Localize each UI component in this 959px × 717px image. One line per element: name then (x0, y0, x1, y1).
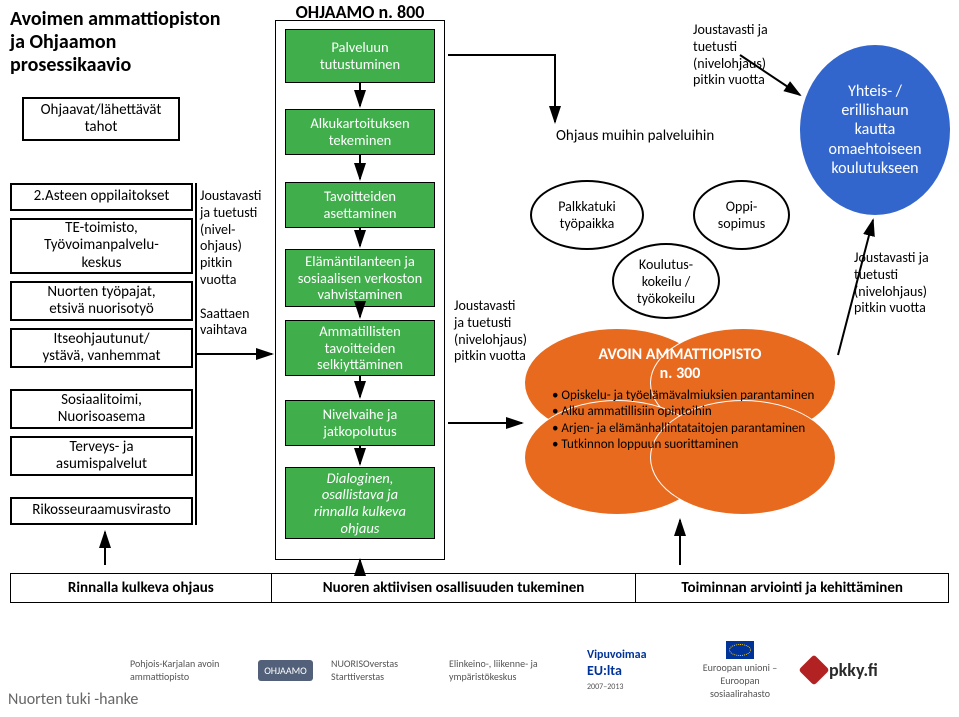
left-box-1: TE-toimisto, Työvoimanpalvelu- keskus (10, 218, 193, 274)
oval-yhteishaku: Yhteis- / erillishaun kautta omaehtoisee… (800, 45, 950, 215)
green-box-0: Palveluun tutustuminen (285, 29, 435, 83)
footer-logos: Pohjois-Karjalan avoin ammattiopisto OHJ… (130, 640, 950, 700)
logo-4: VipuvoimaaEU:lta2007–2013 (587, 648, 677, 692)
left-box-5: Terveys- ja asumispalvelut (10, 436, 193, 476)
logo-3: Elinkeino-, liikenne- ja ympäristökeskus (449, 657, 569, 683)
title-l3: prosessikaavio (10, 53, 131, 77)
left-box-4: Sosiaalitoimi, Nuorisoasema (10, 389, 193, 429)
left-box-3: Itseohjautunut/ ystävä, vanhemmat (10, 328, 193, 368)
footer-seg-1: Nuoren aktiivisen osallisuuden tukeminen (272, 574, 637, 602)
logo-5: Euroopan unioni – Euroopan sosiaalirahas… (695, 641, 785, 700)
left-header-l2: tahot (85, 119, 118, 136)
left-header-l1: Ohjaavat/lähettävät (41, 102, 162, 119)
logo-1: OHJAAMO (258, 660, 313, 681)
left-box-0: 2.Asteen oppilaitokset (10, 183, 193, 211)
logo-6: pkky.fi (803, 659, 893, 681)
logo-2: NUORISOverstas Starttiverstas (331, 657, 431, 683)
left-box-2: Nuorten työpajat, etsivä nuorisotyö (10, 281, 193, 321)
title-l2: ja Ohjaamon (10, 30, 116, 54)
green-box-2: Tavoitteiden asettaminen (285, 182, 435, 228)
ohjaus-label: Ohjaus muihin palveluihin (556, 127, 714, 145)
left-transfer-text: Joustavasti ja tuetusti (nivel- ohjaus) … (200, 188, 282, 339)
ohjaamo-title: OHJAAMO n. 800 (275, 1, 445, 23)
left-header-box: Ohjaavat/lähettävät tahot (22, 97, 180, 141)
rightbtm-text: Joustavasti ja tuetusti (nivelohjaus) pi… (854, 250, 929, 317)
footer-seg-0: Rinnalla kulkeva ohjaus (11, 574, 272, 602)
topright-text: Joustavasti ja tuetusti (nivelohjaus) pi… (693, 22, 768, 89)
green-box-6: Dialoginen, osallistava ja rinnalla kulk… (285, 467, 435, 539)
oval-palkkatuki: Palkkatuki työpaikka (530, 180, 644, 250)
avoin-bullets: • Opiskelu- ja työelämävalmiuksien paran… (552, 388, 828, 453)
green-box-3: Elämäntilanteen ja sosiaalisen verkoston… (285, 249, 435, 307)
avoin-title: AVOIN AMMATTIOPISTO n. 300 (555, 345, 805, 383)
footer-bar: Rinnalla kulkeva ohjaus Nuoren aktiivise… (10, 573, 949, 603)
green-box-5: Nivelvaihe ja jatkopolutus (285, 400, 435, 446)
footer-seg-2: Toiminnan arviointi ja kehittäminen (636, 574, 948, 602)
title-l1: Avoimen ammattiopiston (10, 7, 221, 31)
page-title: Avoimen ammattiopiston ja Ohjaamon prose… (10, 8, 280, 77)
green-box-4: Ammatillisten tavoitteiden selkiyttämine… (285, 320, 435, 376)
hanke-text: Nuorten tuki -hanke (8, 690, 138, 709)
logo-0: Pohjois-Karjalan avoin ammattiopisto (130, 657, 240, 683)
pkky-icon (798, 654, 829, 685)
green-box-1: Alkukartoituksen tekeminen (285, 109, 435, 155)
left-box-6: Rikosseuraamusvirasto (10, 497, 193, 525)
mid-transfer-text: Joustavasti ja tuetusti (nivelohjaus) pi… (454, 298, 544, 365)
oval-kokeilu: Koulutus- kokeilu / työkokeilu (612, 243, 720, 319)
oval-oppisopimus: Oppi- sopimus (693, 180, 790, 250)
